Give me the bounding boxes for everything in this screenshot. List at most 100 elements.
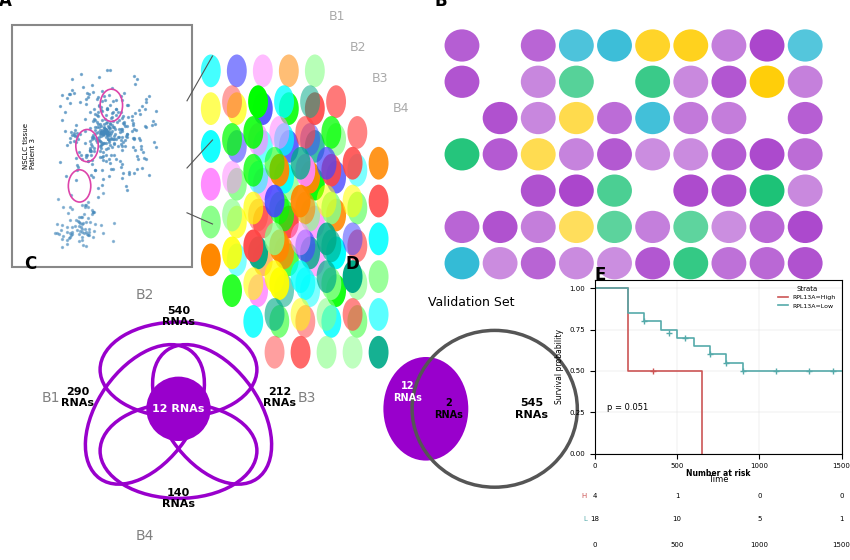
Circle shape	[201, 54, 221, 87]
Point	[91, 108, 105, 117]
Point	[133, 109, 147, 118]
Circle shape	[274, 274, 294, 307]
Point	[67, 131, 81, 140]
Point	[142, 170, 156, 179]
Circle shape	[750, 66, 785, 98]
Point	[87, 116, 100, 125]
Point	[95, 126, 109, 135]
Point	[105, 127, 119, 136]
Circle shape	[264, 147, 285, 180]
Circle shape	[317, 260, 337, 293]
Circle shape	[201, 206, 221, 239]
Text: 12 RNAs: 12 RNAs	[152, 404, 205, 414]
Circle shape	[300, 161, 320, 194]
Point	[115, 174, 128, 183]
Circle shape	[348, 305, 367, 338]
Circle shape	[305, 54, 325, 87]
Point	[95, 128, 109, 137]
Circle shape	[788, 138, 823, 170]
Point	[95, 181, 109, 190]
Circle shape	[300, 123, 320, 156]
Circle shape	[445, 29, 479, 62]
Circle shape	[227, 244, 246, 276]
Circle shape	[597, 247, 632, 279]
Point	[116, 124, 129, 133]
Point	[82, 225, 95, 234]
Circle shape	[274, 199, 294, 231]
Point	[98, 128, 111, 137]
Circle shape	[711, 138, 746, 170]
Point	[94, 122, 108, 130]
Circle shape	[597, 102, 632, 134]
Circle shape	[264, 298, 285, 331]
Point	[84, 140, 98, 149]
Circle shape	[305, 92, 325, 125]
Point	[94, 144, 108, 153]
Circle shape	[305, 244, 325, 276]
Point	[106, 108, 120, 116]
Point	[97, 127, 110, 136]
Circle shape	[321, 192, 342, 225]
Point	[102, 134, 116, 143]
Circle shape	[279, 92, 298, 125]
Point	[81, 156, 94, 165]
Circle shape	[201, 92, 221, 125]
Point	[139, 95, 153, 104]
Point	[118, 135, 132, 144]
Point	[117, 89, 131, 98]
Point	[145, 121, 159, 130]
Point	[74, 69, 88, 78]
Point	[83, 218, 97, 227]
Point	[114, 108, 128, 116]
Circle shape	[296, 267, 315, 300]
Point	[82, 90, 96, 99]
Circle shape	[201, 244, 221, 276]
Point	[99, 124, 112, 133]
Circle shape	[788, 175, 823, 207]
Text: 212
RNAs: 212 RNAs	[263, 387, 296, 408]
Circle shape	[369, 336, 388, 368]
Point	[94, 105, 108, 114]
Circle shape	[305, 130, 325, 163]
Circle shape	[253, 92, 273, 125]
Point	[116, 169, 130, 178]
Circle shape	[483, 102, 518, 134]
Circle shape	[559, 175, 594, 207]
Circle shape	[521, 102, 556, 134]
Circle shape	[222, 161, 242, 194]
Text: B4: B4	[136, 529, 154, 543]
Circle shape	[222, 274, 242, 307]
Point	[88, 147, 101, 156]
Point	[71, 135, 84, 144]
Point	[69, 121, 82, 130]
Point	[94, 128, 108, 137]
Text: 540
RNAs: 540 RNAs	[162, 306, 195, 327]
Point	[69, 153, 82, 162]
Point	[119, 182, 133, 191]
Circle shape	[274, 236, 294, 269]
Point	[94, 103, 108, 112]
Circle shape	[343, 147, 363, 180]
Point	[103, 123, 116, 132]
Point	[72, 221, 86, 230]
Point	[86, 87, 99, 96]
Circle shape	[305, 168, 325, 200]
Circle shape	[348, 116, 367, 149]
Point	[82, 157, 95, 166]
Point	[78, 127, 92, 136]
Text: 2
RNAs: 2 RNAs	[434, 398, 463, 419]
Point	[60, 141, 74, 150]
Point	[97, 128, 110, 137]
Point	[79, 217, 93, 226]
Point	[90, 110, 104, 119]
Point	[76, 154, 89, 163]
Point	[103, 158, 116, 167]
Point	[65, 222, 79, 231]
Point	[81, 230, 94, 239]
Point	[126, 127, 139, 136]
Circle shape	[483, 66, 518, 98]
Point	[121, 113, 134, 122]
Circle shape	[559, 211, 594, 243]
Point	[96, 147, 110, 156]
Circle shape	[201, 168, 221, 200]
